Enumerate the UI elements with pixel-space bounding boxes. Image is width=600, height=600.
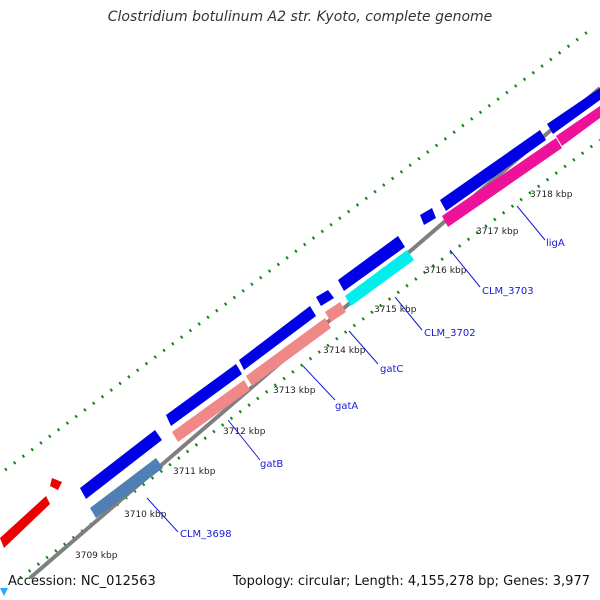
- map-title: Clostridium botulinum A2 str. Kyoto, com…: [107, 9, 493, 25]
- gene-label-gatC[interactable]: gatC: [380, 364, 403, 375]
- gene-label-clm3702[interactable]: CLM_3702: [424, 328, 476, 339]
- leader-line-ligA: [516, 205, 546, 241]
- leader-line-clm3703: [449, 249, 481, 288]
- gene-gatC[interactable]: [325, 302, 346, 322]
- gene-label-clm3698[interactable]: CLM_3698: [180, 529, 232, 540]
- tick-label-3718: 3718 kbp: [530, 190, 573, 200]
- cds-arrow-2[interactable]: [166, 364, 242, 426]
- outer-dotted-guide: [4, 28, 591, 472]
- cds-arrow-7[interactable]: [440, 130, 546, 211]
- gene-gatA[interactable]: [246, 318, 331, 386]
- cds-arrow-3[interactable]: [239, 306, 316, 370]
- gene-label-gatB[interactable]: gatB: [260, 459, 283, 470]
- tick-label-3710: 3710 kbp: [124, 510, 167, 520]
- tick-label-3711: 3711 kbp: [173, 467, 216, 477]
- gene-ligA[interactable]: [442, 138, 562, 227]
- tick-label-3716: 3716 kbp: [424, 266, 467, 276]
- gene-red-arrow[interactable]: [0, 496, 50, 548]
- nav-arrow-icon[interactable]: [0, 588, 8, 596]
- gene-label-gatA[interactable]: gatA: [335, 401, 358, 412]
- leader-line-gatC: [348, 330, 379, 365]
- gene-clm3698[interactable]: [90, 458, 163, 518]
- leader-line-gatA: [302, 365, 336, 401]
- tick-label-3709: 3709 kbp: [75, 551, 118, 561]
- tick-label-3712: 3712 kbp: [223, 427, 266, 437]
- leader-line-gatB: [227, 419, 261, 461]
- cds-arrow-6[interactable]: [420, 208, 436, 225]
- tick-label-3717: 3717 kbp: [476, 227, 519, 237]
- cds-arrow-5[interactable]: [338, 236, 405, 291]
- gene-red-small[interactable]: [50, 478, 62, 490]
- gene-clm3703[interactable]: [556, 106, 600, 146]
- tick-label-3713: 3713 kbp: [273, 386, 316, 396]
- leader-line-clm3702: [394, 296, 423, 331]
- gene-label-ligA[interactable]: ligA: [546, 238, 565, 249]
- leader-line-clm3698: [146, 497, 179, 533]
- accession-text: Accession: NC_012563: [8, 574, 156, 589]
- tick-label-3715: 3715 kbp: [374, 305, 417, 315]
- cds-arrow-4[interactable]: [316, 290, 334, 306]
- gene-gatB[interactable]: [172, 380, 250, 442]
- cds-arrow-8[interactable]: [547, 88, 600, 134]
- tick-label-3714: 3714 kbp: [323, 346, 366, 356]
- gene-clm3702[interactable]: [345, 250, 414, 306]
- cds-arrow-1[interactable]: [80, 430, 162, 499]
- gene-label-clm3703[interactable]: CLM_3703: [482, 286, 534, 297]
- topology-text: Topology: circular; Length: 4,155,278 bp…: [232, 574, 590, 589]
